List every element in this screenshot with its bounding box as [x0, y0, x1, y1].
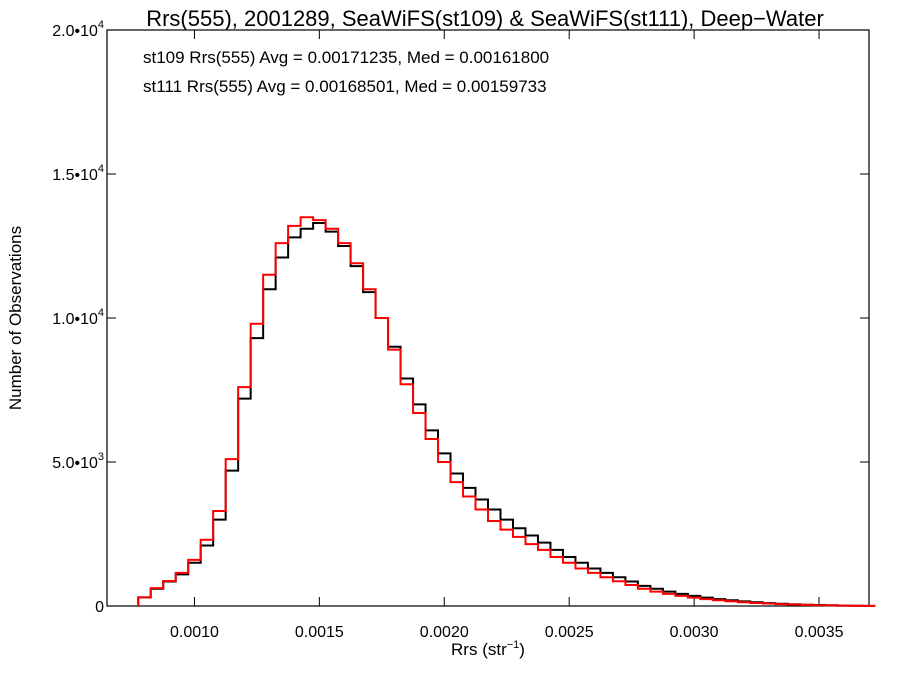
x-tick-label: 0.0010: [170, 624, 219, 641]
y-tick-label-base: 1.5•10: [52, 167, 98, 184]
y-tick-label: 5.0•103: [52, 451, 104, 472]
y-tick-label: 1.0•104: [52, 307, 104, 328]
x-axis-label: Rrs (str−1): [451, 639, 525, 659]
series-st111: [137, 216, 876, 607]
y-tick-label-base: 0: [95, 599, 104, 616]
y-tick-label: 1.5•104: [52, 163, 104, 184]
legend-annotation-st111: st111 Rrs(555) Avg = 0.00168501, Med = 0…: [143, 77, 547, 96]
y-tick-label-exponent: 4: [98, 307, 104, 319]
legend-annotation-st109: st109 Rrs(555) Avg = 0.00171235, Med = 0…: [143, 48, 549, 67]
y-tick-label-base: 2.0•10: [52, 23, 98, 40]
x-tick-label: 0.0020: [420, 624, 469, 641]
series-line: [137, 216, 876, 607]
y-tick-label-exponent: 3: [98, 451, 104, 463]
x-tick-label: 0.0030: [670, 624, 719, 641]
x-axis-label-superscript: −1: [507, 639, 520, 651]
y-tick-label-exponent: 4: [98, 163, 104, 175]
series-st109: [137, 221, 876, 607]
y-tick-label-base: 1.0•10: [52, 311, 98, 328]
x-tick-label: 0.0035: [795, 624, 844, 641]
y-tick-label-base: 5.0•10: [52, 455, 98, 472]
series-line: [137, 221, 876, 607]
x-tick-label: 0.0025: [545, 624, 594, 641]
x-axis-label-close: ): [519, 640, 525, 659]
x-axis-label-main: Rrs (str: [451, 640, 507, 659]
x-tick-label: 0.0015: [295, 624, 344, 641]
x-axis-ticks: 0.0010 0.0015 0.0020 0.0025 0.0030 0.0035: [170, 30, 844, 641]
y-tick-label: 0: [95, 599, 104, 616]
y-tick-label-exponent: 4: [98, 19, 104, 31]
y-tick-label: 2.0•104: [52, 19, 104, 40]
y-axis-label: Number of Observations: [6, 226, 25, 410]
chart-title: Rrs(555), 2001289, SeaWiFS(st109) & SeaW…: [146, 6, 824, 31]
series-layer: [137, 216, 876, 607]
